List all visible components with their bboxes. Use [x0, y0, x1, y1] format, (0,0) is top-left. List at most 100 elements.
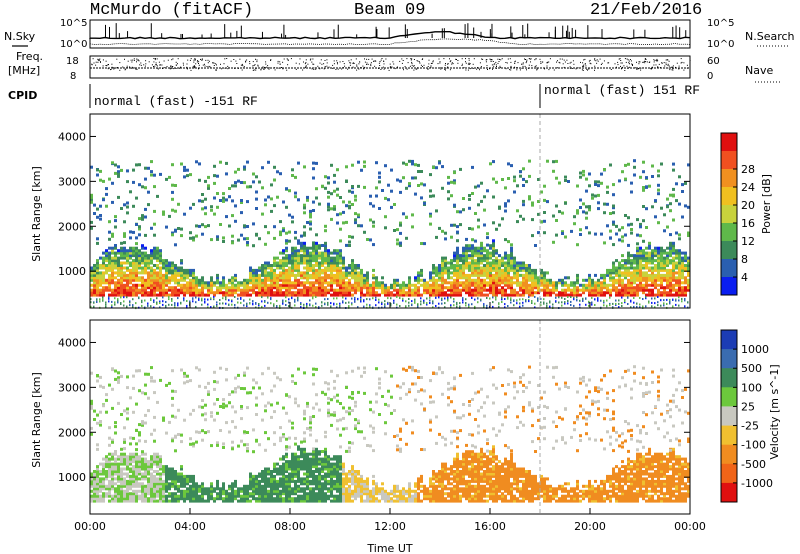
power-cell — [111, 256, 114, 260]
power-cell — [459, 167, 462, 171]
power-cell — [516, 302, 518, 305]
power-cell — [537, 299, 539, 302]
power-cell — [192, 293, 195, 297]
power-cell — [390, 286, 393, 290]
power-cell — [516, 299, 518, 302]
power-cell — [339, 286, 342, 290]
velocity-cell — [141, 421, 144, 425]
power-cell — [486, 273, 489, 277]
power-cell — [432, 194, 435, 198]
freq-dot — [416, 60, 418, 62]
power-cell — [309, 264, 312, 267]
freq-dot — [97, 61, 99, 63]
power-cell — [675, 303, 677, 306]
power-cell — [660, 281, 663, 285]
freq-dot — [95, 61, 97, 63]
power-cell — [657, 283, 660, 287]
power-cell — [435, 291, 438, 295]
freq-dot — [675, 66, 676, 68]
power-cell — [348, 291, 351, 295]
velocity-cell — [135, 499, 138, 503]
power-cell — [207, 281, 210, 285]
power-cell — [126, 296, 128, 299]
freq-dot — [245, 61, 247, 63]
power-cell — [255, 278, 258, 282]
velocity-cell — [99, 477, 102, 481]
power-cell — [189, 268, 192, 272]
power-cell — [639, 271, 642, 275]
power-cell — [669, 276, 672, 280]
power-cell — [357, 283, 360, 287]
freq-dot — [461, 58, 463, 60]
velocity-cell — [141, 487, 144, 491]
freq-dot — [108, 64, 109, 65]
power-cell — [573, 296, 575, 299]
power-cell — [612, 281, 615, 285]
power-cell — [117, 286, 120, 290]
power-cell — [357, 281, 360, 285]
freq-dot — [645, 58, 647, 60]
power-cell — [543, 291, 546, 295]
power-cell — [600, 276, 603, 280]
power-cell — [246, 281, 249, 285]
power-cell — [351, 268, 354, 272]
power-cell — [192, 271, 195, 275]
power-cell — [684, 281, 687, 285]
freq-dot — [514, 60, 516, 62]
power-cell — [468, 206, 471, 210]
power-cell — [597, 180, 600, 184]
power-cell — [669, 246, 672, 250]
power-cell — [621, 288, 624, 292]
power-cell — [123, 241, 126, 245]
freq-dot — [642, 61, 644, 63]
power-cell — [354, 288, 357, 292]
power-cell — [372, 293, 375, 297]
power-cell — [687, 278, 690, 282]
freq-dot — [113, 68, 115, 70]
power-cell — [294, 191, 297, 195]
power-cell — [288, 273, 291, 277]
power-cell — [162, 281, 165, 285]
power-cell — [468, 303, 470, 306]
power-cell — [525, 264, 528, 267]
freq-dot — [445, 63, 446, 64]
power-cell — [132, 246, 135, 250]
power-cell — [609, 291, 612, 295]
power-cell — [621, 291, 624, 295]
power-cell — [666, 261, 669, 265]
power-cell — [96, 168, 99, 172]
power-cell — [294, 246, 297, 250]
power-cell — [129, 304, 131, 307]
freq-dot — [100, 61, 101, 63]
power-cell — [171, 261, 174, 265]
power-cell — [183, 278, 186, 282]
power-cell — [465, 264, 468, 267]
power-cell — [627, 251, 630, 255]
power-cell — [420, 303, 422, 306]
freq-dot — [321, 63, 323, 65]
power-cell — [336, 249, 339, 253]
power-cell — [303, 165, 306, 169]
power-cell — [462, 259, 465, 263]
power-cell — [426, 291, 429, 295]
power-cell — [210, 283, 213, 287]
power-cell — [426, 283, 429, 287]
power-cell — [465, 256, 468, 260]
power-cell — [681, 215, 684, 219]
velocity-cell — [108, 489, 111, 493]
freq-dot — [556, 67, 558, 69]
power-cell — [285, 259, 288, 263]
freq-dot — [262, 66, 264, 68]
freq-dot — [582, 69, 584, 71]
power-cell — [270, 291, 273, 295]
freq-dot — [594, 59, 596, 61]
velocity-cell — [105, 487, 108, 491]
power-cell — [162, 266, 165, 270]
power-cell — [225, 172, 228, 176]
velocity-cell — [126, 467, 129, 471]
freq-dot — [326, 59, 328, 61]
power-cell — [378, 180, 381, 184]
power-cell — [456, 305, 458, 308]
power-cell — [90, 276, 93, 280]
power-cell — [591, 193, 594, 197]
